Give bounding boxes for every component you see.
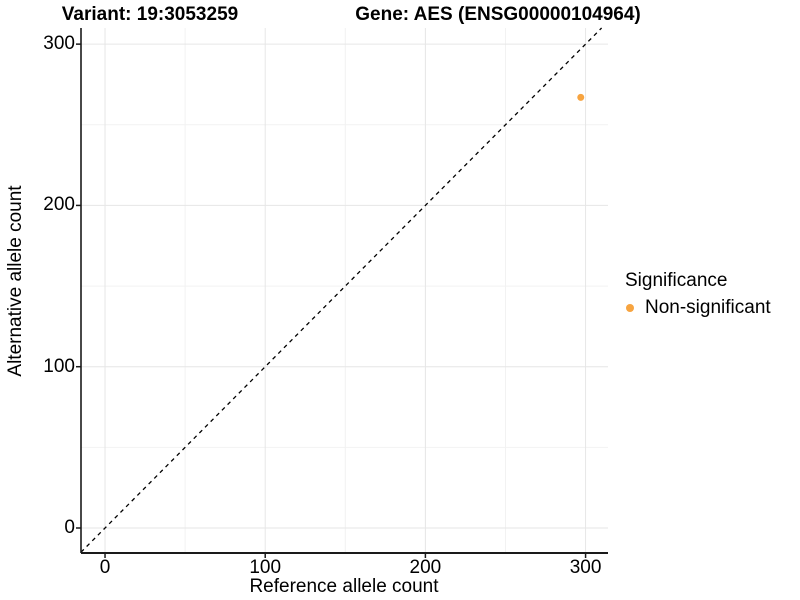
x-axis-label: Reference allele count bbox=[249, 576, 439, 597]
x-tick-label: 100 bbox=[249, 557, 282, 578]
legend-title: Significance bbox=[625, 270, 728, 291]
legend-items: Non-significant bbox=[620, 297, 771, 319]
y-tick-label: 200 bbox=[43, 194, 75, 216]
legend-key-dot-icon bbox=[626, 304, 634, 312]
y-tick-label: 0 bbox=[64, 517, 75, 538]
legend-item-label: Non-significant bbox=[645, 297, 771, 318]
identity-line bbox=[80, 27, 603, 553]
legend-item: Non-significant bbox=[620, 297, 771, 319]
plot-title-gene: Gene: AES (ENSG00000104964) bbox=[355, 4, 641, 25]
x-tick-label: 200 bbox=[409, 557, 442, 578]
x-tick-label: 300 bbox=[569, 557, 602, 578]
y-tick-label: 100 bbox=[43, 355, 75, 377]
legend: Significance Non-significant bbox=[620, 269, 771, 319]
plot-title-variant: Variant: 19:3053259 bbox=[61, 4, 239, 25]
x-tick-label: 0 bbox=[99, 557, 111, 578]
y-tick-label: 300 bbox=[43, 33, 75, 55]
data-point bbox=[577, 93, 585, 101]
